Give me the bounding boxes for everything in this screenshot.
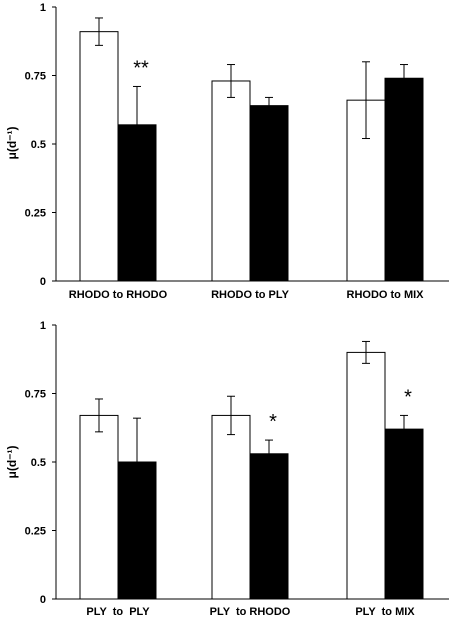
significance-marker: * — [404, 386, 412, 408]
bar — [79, 414, 119, 600]
bar — [384, 77, 424, 282]
category-label: RHODO to RHODO — [69, 289, 168, 301]
chart-panel-bottom: μ(d⁻¹) 0 0.25 0.5 0.75 1 PLY to PLY * PLY to RH… — [5, 320, 449, 617]
bar — [249, 105, 289, 282]
y-tick-label: 0.75 — [25, 389, 46, 401]
y-tick-label: 0 — [40, 594, 46, 606]
y-tick-label: 0.5 — [31, 139, 46, 151]
bar — [346, 351, 386, 600]
y-axis-label: μ(d⁻¹) — [5, 127, 19, 160]
y-tick-label: 0.25 — [25, 526, 46, 538]
chart-panel-top: μ(d⁻¹) 0 0.25 0.5 0.75 1 ** RHODO to RHODO RHOD… — [5, 2, 449, 301]
bar — [211, 80, 251, 282]
significance-marker: * — [269, 411, 277, 433]
category-label: PLY to PLY — [86, 606, 150, 617]
y-axis-label: μ(d⁻¹) — [5, 446, 19, 479]
y-tick-label: 0.75 — [25, 71, 46, 83]
bar — [249, 453, 289, 600]
y-tick-label: 1 — [40, 2, 46, 14]
y-tick-label: 0.25 — [25, 208, 46, 220]
y-tick-label: 1 — [40, 320, 46, 332]
bar — [211, 414, 251, 600]
bar — [384, 428, 424, 600]
category-label: PLY to RHODO — [210, 606, 291, 617]
bar — [79, 31, 119, 282]
category-label: RHODO to MIX — [347, 289, 425, 301]
significance-marker: ** — [133, 57, 149, 79]
category-label: PLY to MIX — [355, 606, 415, 617]
y-tick-label: 0.5 — [31, 457, 46, 469]
y-tick-label: 0 — [40, 276, 46, 288]
category-label: RHODO to PLY — [211, 289, 289, 301]
